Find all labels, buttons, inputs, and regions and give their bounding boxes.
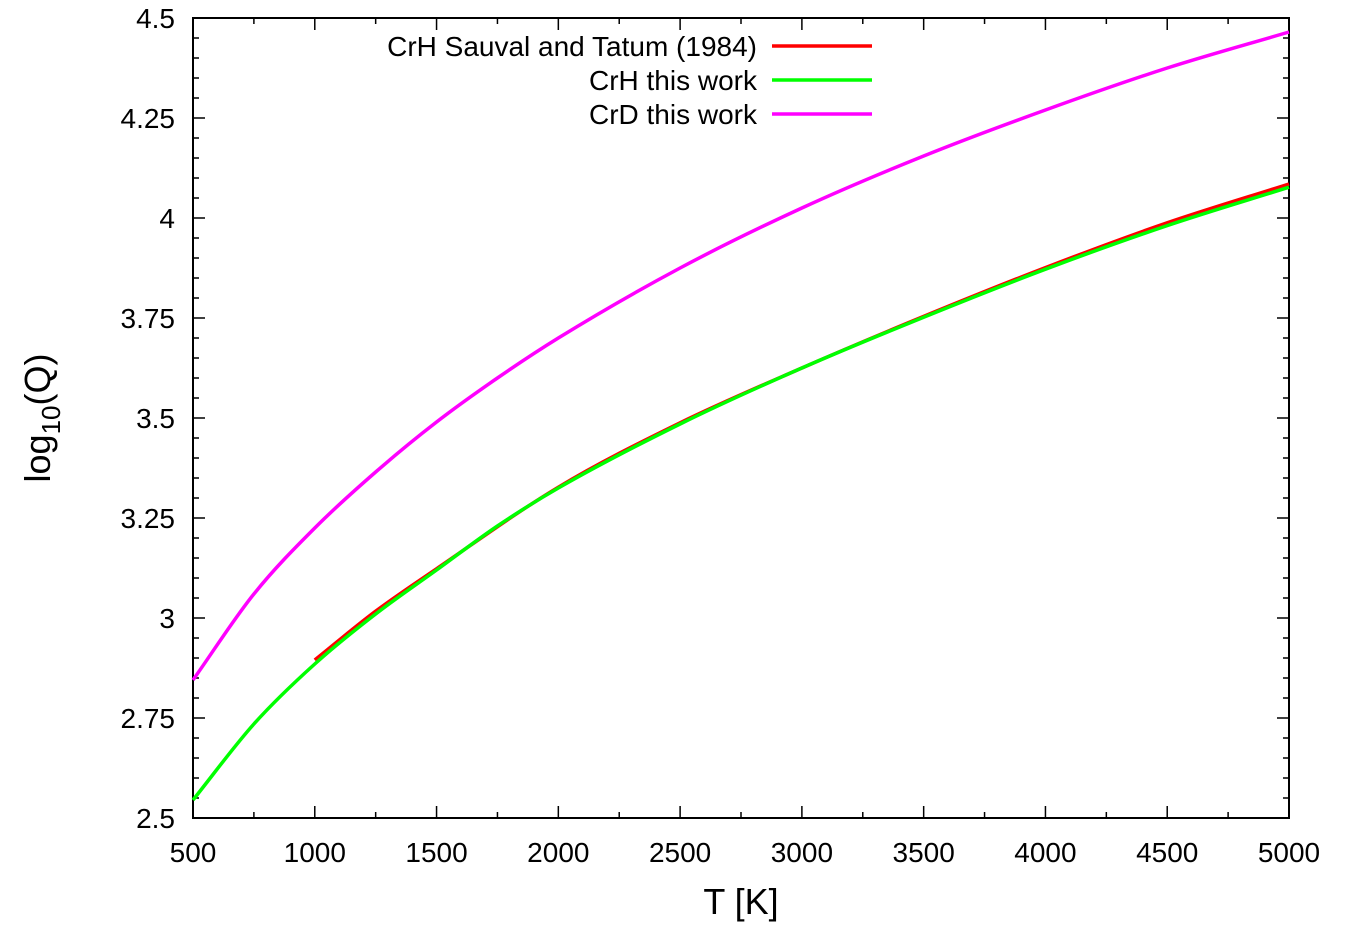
- x-tick-label: 500: [170, 837, 217, 868]
- legend-label-0: CrH Sauval and Tatum (1984): [387, 31, 757, 62]
- tick-labels: 500 1000 1500 2000 2500 3000 3500 4000 4500 5000 2…: [121, 3, 1321, 868]
- y-tick-label: 3: [159, 603, 175, 634]
- x-tick-label: 1000: [284, 837, 346, 868]
- series-line-0: [313, 182, 1290, 662]
- legend-label-1: CrH this work: [589, 65, 758, 96]
- x-tick-label: 3000: [771, 837, 833, 868]
- x-tick-label: 4500: [1136, 837, 1198, 868]
- y-tick-label: 4: [159, 203, 175, 234]
- plot-frame: [192, 17, 1290, 819]
- y-axis-label-subscript: 10: [36, 406, 66, 435]
- x-tick-label: 5000: [1258, 837, 1320, 868]
- y-tick-label: 4.25: [121, 103, 176, 134]
- series-line-1: [191, 185, 1290, 802]
- ticks: [192, 17, 1290, 819]
- x-tick-label: 4000: [1014, 837, 1076, 868]
- y-tick-label: 3.25: [121, 503, 176, 534]
- x-tick-label: 3500: [893, 837, 955, 868]
- series-line-2: [191, 30, 1290, 682]
- y-axis-label: log10(Q): [17, 354, 66, 483]
- y-axis-label-main: log: [17, 434, 58, 482]
- y-axis-label-tail: (Q): [17, 354, 58, 406]
- x-tick-label: 1500: [405, 837, 467, 868]
- y-tick-label: 2.5: [136, 803, 175, 834]
- legend-label-2: CrD this work: [589, 99, 758, 130]
- series-lines: [191, 30, 1290, 802]
- y-tick-label: 3.5: [136, 403, 175, 434]
- y-tick-label: 4.5: [136, 3, 175, 34]
- y-tick-label: 2.75: [121, 703, 176, 734]
- y-tick-label: 3.75: [121, 303, 176, 334]
- x-tick-label: 2500: [649, 837, 711, 868]
- x-axis-label: T [K]: [703, 881, 778, 922]
- x-tick-label: 2000: [527, 837, 589, 868]
- legend: CrH Sauval and Tatum (1984)CrH this work…: [387, 31, 872, 130]
